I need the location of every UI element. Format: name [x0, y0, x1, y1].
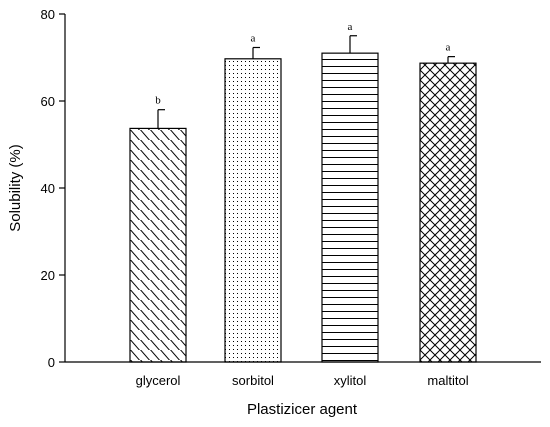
x-axis-title: Plastizicer agent [247, 401, 358, 418]
y-tick-label: 0 [48, 355, 55, 370]
plot-area [129, 35, 477, 363]
significance-label: a [251, 32, 256, 44]
x-tick-label: glycerol [136, 373, 181, 388]
y-tick-label: 40 [41, 181, 55, 196]
significance-label: a [446, 42, 451, 54]
bar-xylitol [321, 52, 379, 363]
y-tick-label: 60 [41, 94, 55, 109]
bar-sorbitol [224, 58, 282, 363]
x-tick-label: sorbitol [232, 373, 274, 388]
significance-label: b [155, 95, 161, 107]
y-tick-label: 80 [41, 7, 55, 22]
x-tick-label: maltitol [427, 373, 468, 388]
y-axis-title: Solubility (%) [7, 144, 24, 232]
x-tick-label: xylitol [334, 373, 367, 388]
y-tick-label: 20 [41, 268, 55, 283]
bar-glycerol [129, 127, 187, 363]
significance-label: a [348, 21, 353, 33]
bar-maltitol [419, 62, 477, 363]
